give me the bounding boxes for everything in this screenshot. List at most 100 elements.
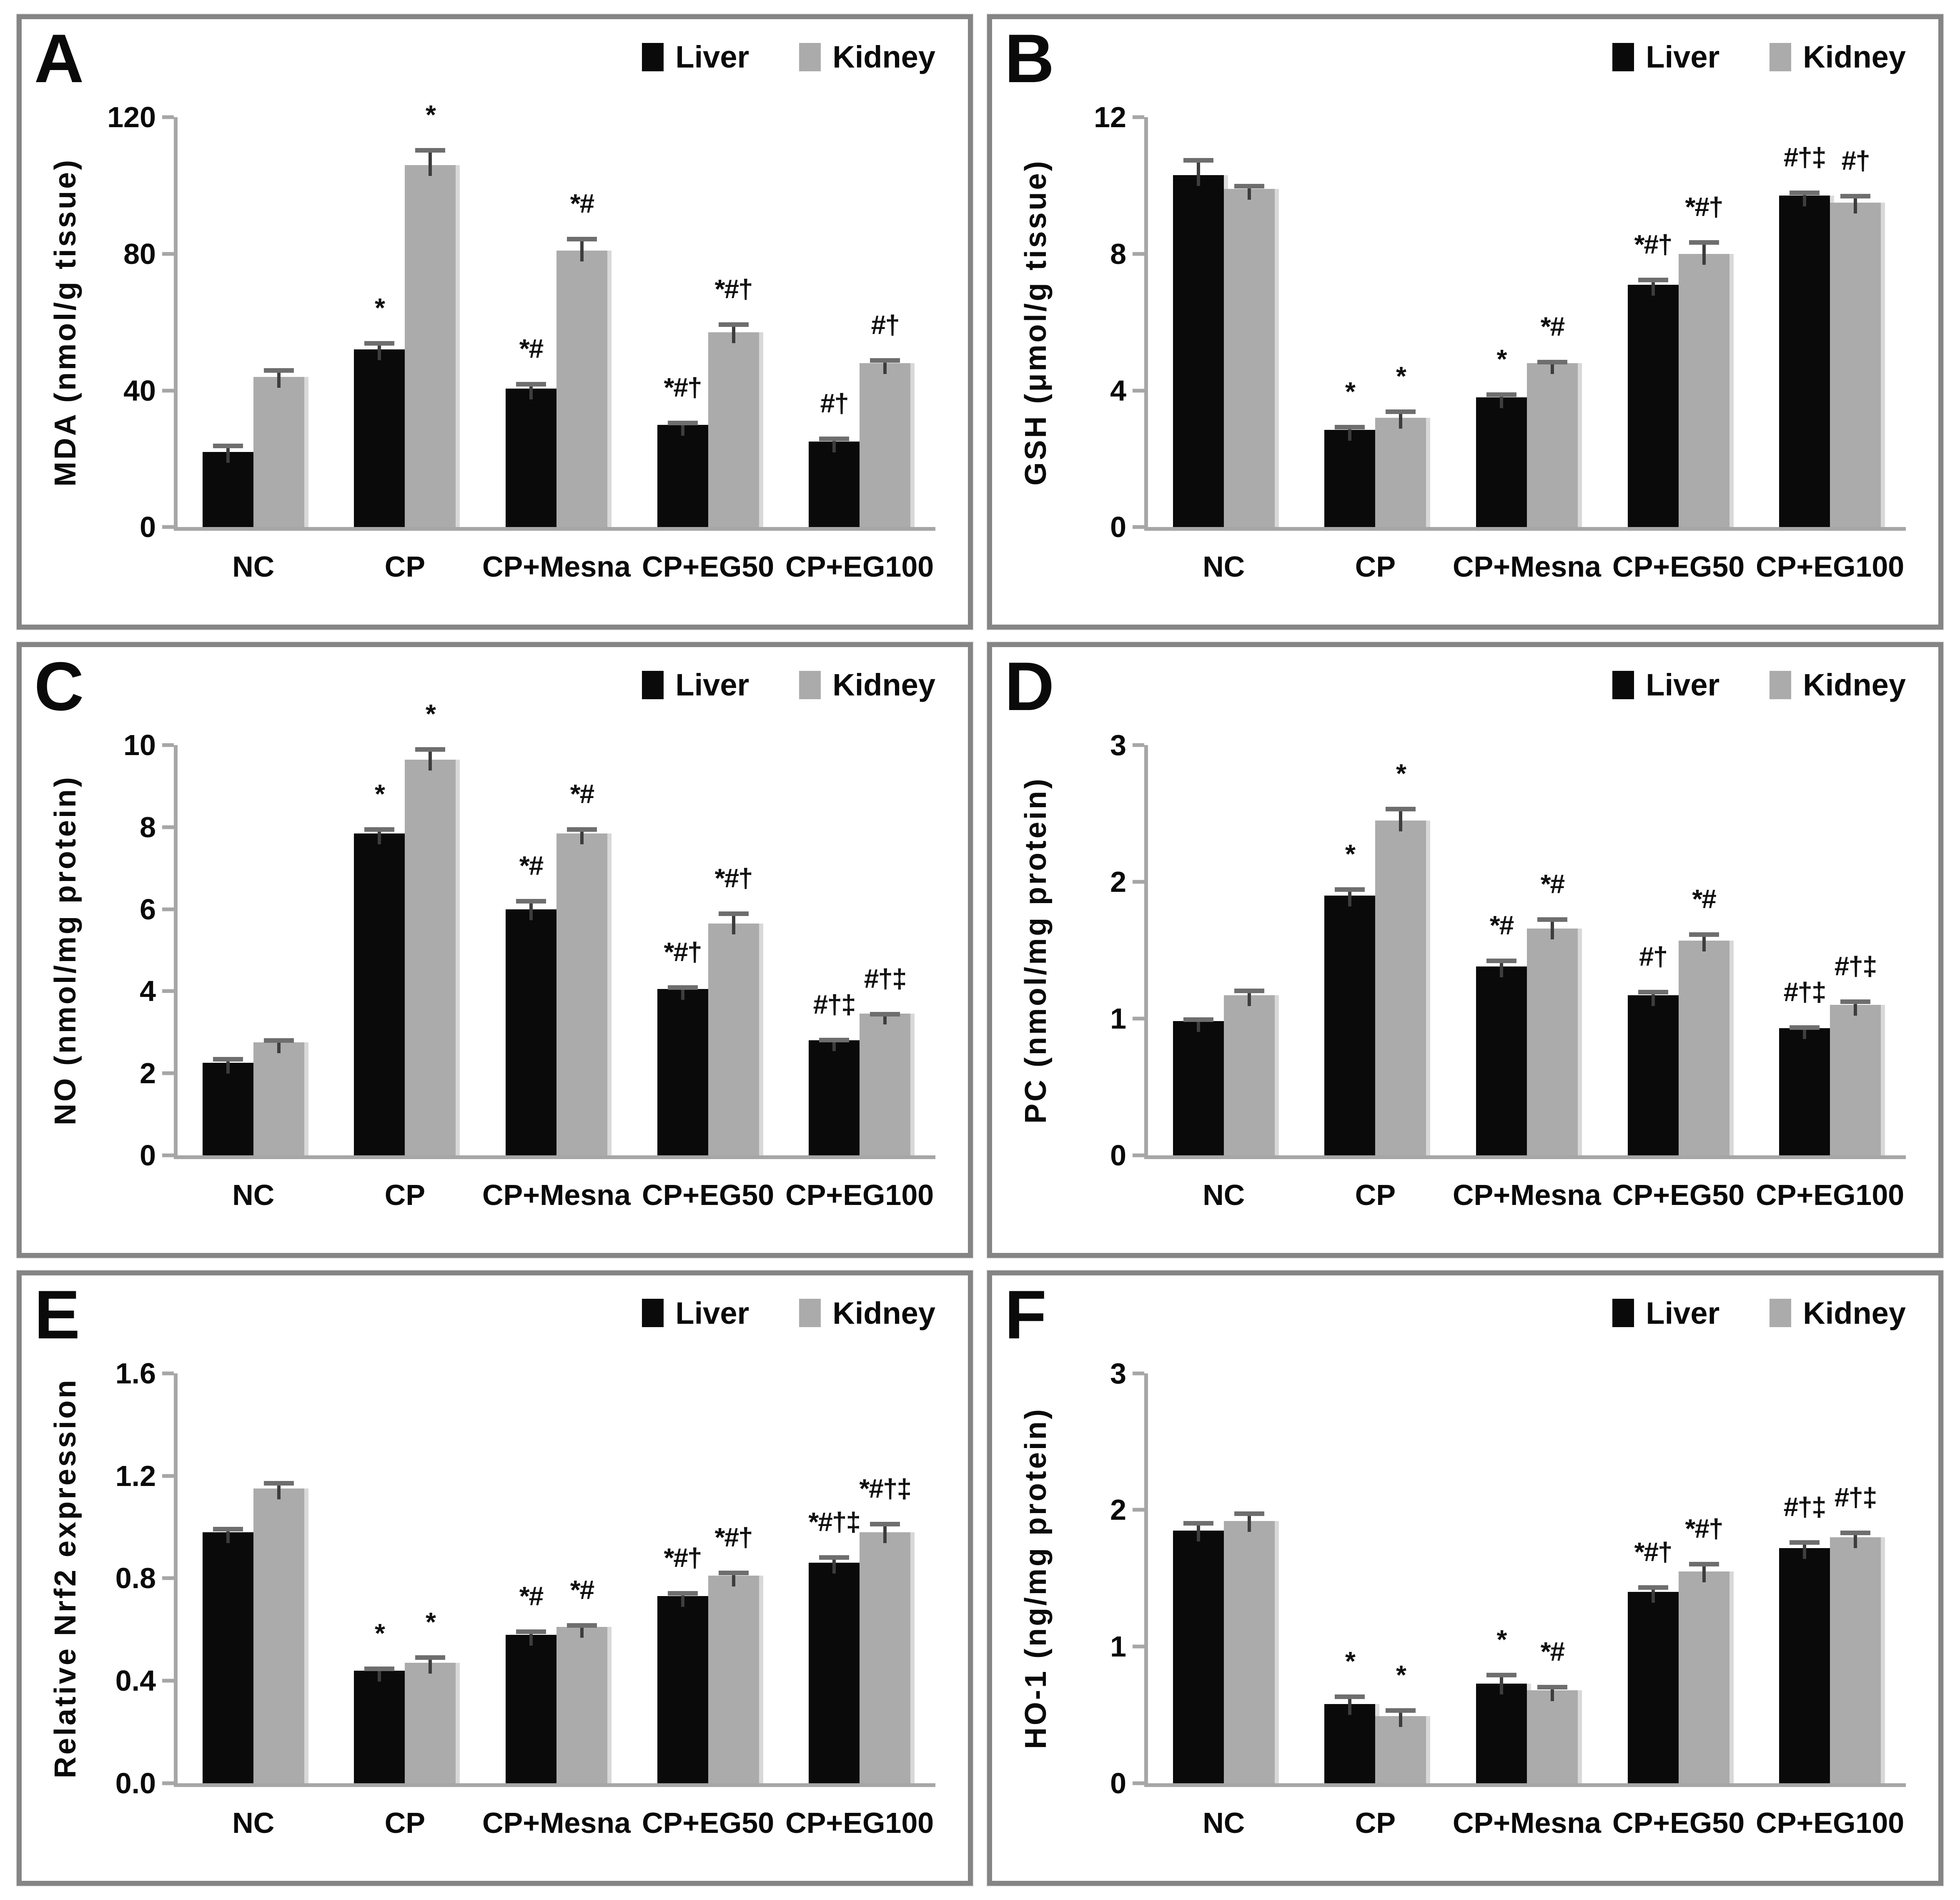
legend-label: Kidney	[1803, 40, 1906, 74]
y-tick-mark	[162, 907, 174, 911]
x-tick-label: CP+EG100	[1756, 550, 1905, 583]
group-slot: *# *#	[481, 117, 632, 527]
error-bar-cap	[415, 148, 446, 153]
y-tick-mark	[162, 1153, 174, 1157]
error-bar-stem	[529, 899, 533, 920]
legend-label: Kidney	[1803, 1295, 1906, 1330]
error-bar-stem	[1499, 958, 1503, 978]
x-tick-label: CP+EG50	[642, 550, 774, 583]
group-slot: * *#	[1451, 117, 1603, 527]
bar-liver: #†‡	[1779, 979, 1830, 1155]
group-slot: #† #†	[784, 117, 935, 527]
y-axis-label: Relative Nrf2 expression	[49, 1378, 82, 1779]
legend-label: Kidney	[832, 668, 935, 703]
error-bar-stem	[1550, 917, 1554, 939]
legend: Liver Kidney	[1612, 667, 1906, 703]
bar-pair: * *	[1300, 1373, 1451, 1783]
plot-area: GSH (μmol/g tissue) 0 4 8 12 NC * * CP * *# CP+Mesn…	[1019, 101, 1906, 583]
significance-marks: *#†	[1634, 229, 1673, 260]
y-tick-label: 3	[1110, 729, 1126, 762]
y-axis-label: HO-1 (ng/mg protein)	[1019, 1407, 1053, 1749]
legend-label: Liver	[675, 40, 749, 74]
group-slot	[178, 1373, 329, 1783]
y-tick-mark	[162, 389, 174, 393]
error-bar-cap	[718, 1570, 749, 1575]
significance-marks: #†‡	[1834, 1482, 1877, 1512]
liver-swatch-icon	[642, 670, 664, 699]
error-bar-cap	[819, 437, 850, 442]
legend: Liver Kidney	[642, 667, 935, 703]
bar-pair: *# *#	[481, 117, 632, 527]
significance-marks: #†‡	[1783, 142, 1827, 173]
bar-pair: *#† *#†	[632, 1373, 784, 1783]
bar-pair: #†‡ #†‡	[784, 745, 935, 1155]
error-bar-stem	[1196, 1521, 1200, 1541]
bar-pair: * *	[329, 101, 481, 527]
bar-kidney: #†	[1830, 147, 1881, 527]
error-bar-cap	[415, 747, 446, 752]
bar-liver	[1173, 1521, 1224, 1783]
bar-liver: *	[354, 781, 405, 1155]
error-bar-cap	[1638, 278, 1668, 283]
legend-item-kidney: Kidney	[1770, 39, 1906, 75]
error-bar-cap	[516, 382, 546, 387]
legend-item-liver: Liver	[642, 667, 749, 703]
legend-item-liver: Liver	[1612, 667, 1719, 703]
y-tick-mark	[162, 1679, 174, 1683]
bar-kidney	[253, 368, 304, 527]
x-tick-label: CP	[384, 1807, 426, 1839]
x-tick-label: CP+EG50	[642, 1807, 774, 1839]
error-bar-stem	[883, 358, 887, 374]
error-bar-cap	[1840, 1530, 1871, 1535]
error-bar-stem	[226, 443, 230, 463]
error-bar-stem	[1803, 1540, 1807, 1559]
error-bar-cap	[1183, 1521, 1213, 1526]
group-slot: * *	[1300, 1373, 1451, 1783]
bar-kidney: *#†	[1678, 1515, 1729, 1783]
group-slot: * *#	[1451, 1373, 1603, 1783]
significance-marks: *	[1396, 758, 1406, 788]
significance-marks: *	[1496, 1624, 1507, 1654]
y-tick-mark	[162, 525, 174, 529]
error-bar-stem	[529, 1629, 533, 1646]
plot-area: Relative Nrf2 expression 0.0 0.4 0.8 1.2 1.6 N…	[49, 1357, 935, 1839]
legend-item-liver: Liver	[1612, 1295, 1719, 1331]
significance-marks: #†‡	[1783, 977, 1827, 1007]
significance-marks: *	[374, 292, 385, 323]
x-tick-label: CP+Mesna	[1452, 550, 1601, 583]
legend: Liver Kidney	[642, 1295, 935, 1331]
liver-swatch-icon	[1612, 43, 1634, 71]
significance-marks: #†	[1639, 941, 1668, 972]
bar-pair: *#† *#†	[1603, 1373, 1754, 1783]
panel-B: B Liver Kidney GSH (μmol/g tissue) 0 4 8 12 NC * *…	[987, 14, 1943, 630]
significance-marks: *#†	[664, 936, 702, 967]
y-tick-label: 120	[107, 101, 156, 133]
group-slot: #†‡ #†‡	[784, 745, 935, 1155]
bar-liver	[202, 443, 253, 527]
error-bar-cap	[870, 1522, 900, 1527]
x-tick-label: CP+Mesna	[482, 1807, 631, 1839]
error-bar-cap	[1386, 806, 1416, 811]
error-bar-cap	[1689, 932, 1719, 937]
group-slot	[1148, 1373, 1300, 1783]
error-bar-stem	[580, 236, 584, 261]
error-bar-cap	[263, 1038, 294, 1043]
error-bar-cap	[1486, 958, 1516, 963]
error-bar-cap	[819, 1038, 850, 1043]
bar-liver	[202, 1057, 253, 1155]
significance-marks: *#	[519, 1581, 544, 1611]
panel-A: A Liver Kidney MDA (nmol/g tissue) 0 40 80 120 N…	[17, 14, 973, 630]
error-bar-stem	[529, 382, 533, 400]
legend-label: Liver	[675, 1295, 749, 1330]
x-tick-label: CP+EG50	[1612, 1807, 1745, 1839]
legend-item-liver: Liver	[642, 1295, 749, 1331]
panel-C: C Liver Kidney NO (nmol/mg protein) 0 2 4 6 8 10 N…	[17, 642, 973, 1258]
bar-liver: *	[1324, 841, 1376, 1155]
error-bar-cap	[870, 1011, 900, 1017]
group-slot	[1148, 745, 1300, 1155]
error-bar-stem	[378, 1667, 381, 1682]
significance-marks: *	[1396, 361, 1406, 391]
bar-kidney	[1223, 988, 1275, 1155]
bar-liver: *#†	[1627, 231, 1679, 527]
panel-letter: B	[1005, 20, 1055, 97]
